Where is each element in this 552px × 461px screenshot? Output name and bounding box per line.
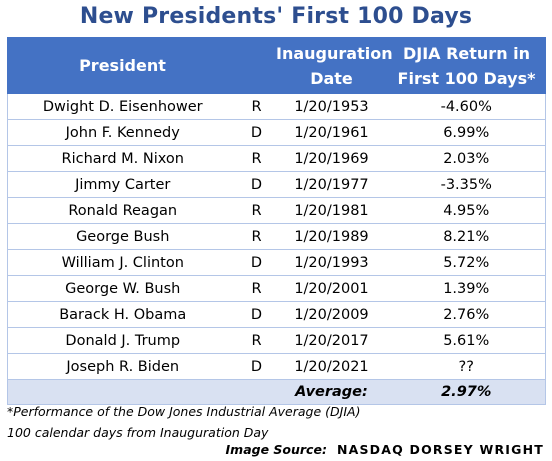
inauguration-date-cell: 1/20/1989 bbox=[275, 223, 388, 250]
average-row: Average: 2.97% bbox=[7, 379, 546, 405]
party-cell: R bbox=[237, 327, 276, 354]
djia-return-cell: -4.60% bbox=[387, 93, 546, 120]
table-row: William J. Clinton D 1/20/1993 5.72% bbox=[7, 249, 546, 276]
average-label: Average: bbox=[275, 379, 388, 405]
party-cell: R bbox=[237, 223, 276, 250]
inauguration-date-cell: 1/20/1993 bbox=[275, 249, 388, 276]
header-row: President Inauguration Date DJIA Return … bbox=[7, 37, 546, 94]
president-name-cell: George W. Bush bbox=[7, 275, 238, 302]
column-header-president: President bbox=[7, 37, 238, 94]
inauguration-date-cell: 1/20/2017 bbox=[275, 327, 388, 354]
president-name-cell: Ronald Reagan bbox=[7, 197, 238, 224]
president-name-cell: Dwight D. Eisenhower bbox=[7, 93, 238, 120]
party-cell: R bbox=[237, 145, 276, 172]
djia-return-cell: ?? bbox=[387, 353, 546, 380]
table-row: Barack H. Obama D 1/20/2009 2.76% bbox=[7, 301, 546, 328]
president-name-cell: Barack H. Obama bbox=[7, 301, 238, 328]
table-row: John F. Kennedy D 1/20/1961 6.99% bbox=[7, 119, 546, 146]
party-cell: D bbox=[237, 249, 276, 276]
inauguration-date-cell: 1/20/1961 bbox=[275, 119, 388, 146]
table-row: Richard M. Nixon R 1/20/1969 2.03% bbox=[7, 145, 546, 172]
image-source-label: Image Source: bbox=[225, 442, 327, 457]
president-name-cell: Joseph R. Biden bbox=[7, 353, 238, 380]
president-name-cell: William J. Clinton bbox=[7, 249, 238, 276]
president-name-cell: George Bush bbox=[7, 223, 238, 250]
djia-return-cell: 8.21% bbox=[387, 223, 546, 250]
party-cell: D bbox=[237, 301, 276, 328]
president-name-cell: Donald J. Trump bbox=[7, 327, 238, 354]
djia-return-cell: 2.03% bbox=[387, 145, 546, 172]
column-header-inauguration-date: Inauguration Date bbox=[275, 37, 393, 94]
president-name-cell: Richard M. Nixon bbox=[7, 145, 238, 172]
inauguration-date-cell: 1/20/1977 bbox=[275, 171, 388, 198]
table-row: Dwight D. Eisenhower R 1/20/1953 -4.60% bbox=[7, 93, 546, 120]
djia-return-cell: 1.39% bbox=[387, 275, 546, 302]
average-cell-empty bbox=[7, 379, 238, 405]
party-cell: D bbox=[237, 353, 276, 380]
page-title: New Presidents' First 100 Days bbox=[79, 4, 473, 29]
footnote-line-1: *Performance of the Dow Jones Industrial… bbox=[7, 404, 361, 419]
djia-return-cell: 2.76% bbox=[387, 301, 546, 328]
footnote-line-2: 100 calendar days from Inauguration Day bbox=[7, 425, 269, 440]
average-cell-empty bbox=[237, 379, 276, 405]
table-row: Ronald Reagan R 1/20/1981 4.95% bbox=[7, 197, 546, 224]
djia-return-cell: 6.99% bbox=[387, 119, 546, 146]
inauguration-date-cell: 1/20/2001 bbox=[275, 275, 388, 302]
column-header-party bbox=[237, 37, 276, 94]
party-cell: R bbox=[237, 93, 276, 120]
inauguration-date-cell: 1/20/1969 bbox=[275, 145, 388, 172]
djia-return-cell: 5.61% bbox=[387, 327, 546, 354]
image-source-brand: NASDAQ DORSEY WRIGHT bbox=[336, 442, 544, 457]
inauguration-date-cell: 1/20/2021 bbox=[275, 353, 388, 380]
table-row: Donald J. Trump R 1/20/2017 5.61% bbox=[7, 327, 546, 354]
djia-return-cell: 4.95% bbox=[387, 197, 546, 224]
party-cell: R bbox=[237, 275, 276, 302]
djia-return-cell: 5.72% bbox=[387, 249, 546, 276]
presidents-table: President Inauguration Date DJIA Return … bbox=[7, 37, 546, 405]
table-row: George Bush R 1/20/1989 8.21% bbox=[7, 223, 546, 250]
table-row: Joseph R. Biden D 1/20/2021?? bbox=[7, 353, 546, 380]
table-header: President Inauguration Date DJIA Return … bbox=[7, 37, 546, 94]
president-name-cell: John F. Kennedy bbox=[7, 119, 238, 146]
table-body: Dwight D. Eisenhower R 1/20/1953 -4.60% John… bbox=[7, 93, 546, 405]
inauguration-date-cell: 1/20/2009 bbox=[275, 301, 388, 328]
image-source: Image Source: NASDAQ DORSEY WRIGHT bbox=[226, 442, 544, 457]
inauguration-date-cell: 1/20/1981 bbox=[275, 197, 388, 224]
inauguration-date-cell: 1/20/1953 bbox=[275, 93, 388, 120]
president-name-cell: Jimmy Carter bbox=[7, 171, 238, 198]
djia-return-cell: -3.35% bbox=[387, 171, 546, 198]
column-header-djia-return: DJIA Return in First 100 Days* bbox=[387, 37, 546, 94]
party-cell: D bbox=[237, 119, 276, 146]
party-cell: R bbox=[237, 197, 276, 224]
table-row: George W. Bush R 1/20/2001 1.39% bbox=[7, 275, 546, 302]
table-row: Jimmy Carter D 1/20/1977 -3.35% bbox=[7, 171, 546, 198]
party-cell: D bbox=[237, 171, 276, 198]
average-value: 2.97% bbox=[387, 379, 546, 405]
